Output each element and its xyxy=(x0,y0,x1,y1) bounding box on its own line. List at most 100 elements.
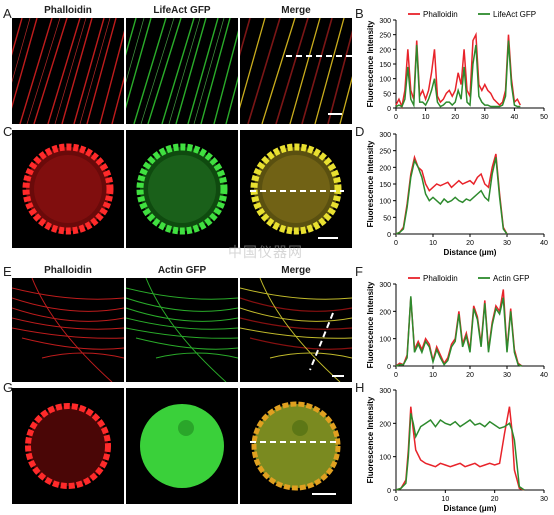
image-c-phalloidin xyxy=(12,130,124,248)
x-tick-label: 50 xyxy=(540,114,548,121)
x-tick-label: 10 xyxy=(441,496,449,503)
legend-label: LifeAct GFP xyxy=(493,10,536,19)
cell-merge-g xyxy=(250,401,341,495)
y-tick-label: 200 xyxy=(379,421,391,428)
panel-letter-g: G xyxy=(3,380,14,395)
y-tick-label: 300 xyxy=(379,282,391,289)
x-tick-label: 40 xyxy=(540,240,548,247)
y-tick-label: 0 xyxy=(387,488,391,495)
panel-letter-e: E xyxy=(3,264,12,279)
y-axis-label: Fluorescence Intensity xyxy=(366,20,375,107)
series-line-0 xyxy=(395,406,525,491)
x-tick-label: 30 xyxy=(503,372,511,379)
fibers-merge-a xyxy=(240,18,352,124)
y-tick-label: 200 xyxy=(379,165,391,172)
cell-red-g xyxy=(25,403,111,489)
chart-h: 0 100 200 300 0 10 20 30 Fluorescence Intensity D… xyxy=(366,388,548,513)
image-a-merge xyxy=(240,18,352,124)
image-e-actin xyxy=(126,278,238,382)
y-tick-label: 300 xyxy=(379,388,391,395)
series-line-1 xyxy=(395,40,521,108)
y-tick-label: 150 xyxy=(379,62,391,69)
image-g-actin xyxy=(126,388,238,504)
panel-letter-f: F xyxy=(355,264,363,279)
x-tick-label: 0 xyxy=(394,372,398,379)
y-tick-label: 0 xyxy=(387,364,391,371)
image-g-phalloidin xyxy=(12,388,124,504)
y-axis-label: Fluorescence Intensity xyxy=(366,140,375,227)
panel-letter-c: C xyxy=(3,124,13,139)
y-tick-label: 200 xyxy=(379,47,391,54)
y-tick-label: 0 xyxy=(387,106,391,113)
x-tick-label: 10 xyxy=(422,114,430,121)
x-tick-label: 10 xyxy=(429,240,437,247)
x-tick-label: 20 xyxy=(466,240,474,247)
y-tick-label: 100 xyxy=(379,455,391,462)
x-tick-label: 30 xyxy=(540,496,548,503)
series-line-0 xyxy=(395,153,508,235)
x-tick-label: 10 xyxy=(429,372,437,379)
legend-label: Phalloidin xyxy=(423,10,458,19)
x-tick-label: 30 xyxy=(503,240,511,247)
cell-green-g xyxy=(140,404,224,488)
chart-d: 0 50 100 150 200 250 300 0 10 20 30 40 Fluorescence … xyxy=(366,132,548,257)
panel-letter-h: H xyxy=(355,380,365,395)
x-tick-label: 0 xyxy=(394,240,398,247)
title-lifeact-gfp: LifeAct GFP xyxy=(153,5,211,16)
y-tick-label: 300 xyxy=(379,132,391,139)
panel-letter-b: B xyxy=(355,6,364,21)
title-merge-top: Merge xyxy=(281,5,311,16)
image-a-lifeact xyxy=(126,18,238,124)
image-c-lifeact xyxy=(126,130,238,248)
series-line-0 xyxy=(395,289,523,367)
series-line-1 xyxy=(395,296,523,367)
y-tick-label: 300 xyxy=(379,18,391,25)
panel-letter-d: D xyxy=(355,124,365,139)
chart-b: 0 50 100 150 200 250 300 0 10 20 30 40 50 Fluorescenc… xyxy=(366,10,548,121)
x-axis-label: Distance (μm) xyxy=(444,504,497,513)
cell-merge-c xyxy=(250,143,344,239)
y-tick-label: 250 xyxy=(379,149,391,156)
fibers-red-a xyxy=(12,18,124,124)
y-axis-label: Fluorescence Intensity xyxy=(366,281,375,368)
fibers-green-a xyxy=(126,18,238,124)
panel-letter-a: A xyxy=(3,6,12,21)
x-tick-label: 40 xyxy=(540,372,548,379)
legend-label: Phalloidin xyxy=(423,274,458,283)
chart-f: 0 100 200 300 0 10 20 30 40 Fluorescence Intensit… xyxy=(366,274,548,379)
series-line-1 xyxy=(395,157,508,235)
y-tick-label: 250 xyxy=(379,33,391,40)
x-tick-label: 20 xyxy=(466,372,474,379)
x-tick-label: 0 xyxy=(394,114,398,121)
cell-green-c xyxy=(136,143,228,235)
watermark: 中国仪器网 xyxy=(228,245,303,261)
x-tick-label: 20 xyxy=(451,114,459,121)
image-c-merge xyxy=(240,130,352,248)
image-e-phalloidin xyxy=(12,278,124,382)
y-tick-label: 100 xyxy=(379,199,391,206)
x-tick-label: 30 xyxy=(481,114,489,121)
series-line-0 xyxy=(395,31,521,110)
y-tick-label: 100 xyxy=(379,337,391,344)
y-tick-label: 100 xyxy=(379,77,391,84)
fibers-merge-e xyxy=(240,278,352,382)
title-phalloidin-bottom: Phalloidin xyxy=(44,265,92,276)
y-tick-label: 200 xyxy=(379,309,391,316)
image-e-merge xyxy=(240,278,352,382)
y-tick-label: 50 xyxy=(383,215,391,222)
y-axis-label: Fluorescence Intensity xyxy=(366,396,375,483)
fibers-green-e xyxy=(126,278,238,382)
y-tick-label: 50 xyxy=(383,91,391,98)
title-phalloidin-top: Phalloidin xyxy=(44,5,92,16)
fibers-red-e xyxy=(12,278,124,382)
x-axis-label: Distance (μm) xyxy=(444,248,497,257)
image-a-phalloidin xyxy=(12,18,124,124)
series-line-1 xyxy=(395,413,525,491)
x-tick-label: 0 xyxy=(394,496,398,503)
title-actin-gfp: Actin GFP xyxy=(157,265,207,276)
legend-label: Actin GFP xyxy=(493,274,529,283)
x-tick-label: 20 xyxy=(491,496,499,503)
y-tick-label: 150 xyxy=(379,182,391,189)
cell-red-c xyxy=(22,143,114,235)
image-g-merge xyxy=(240,388,352,504)
